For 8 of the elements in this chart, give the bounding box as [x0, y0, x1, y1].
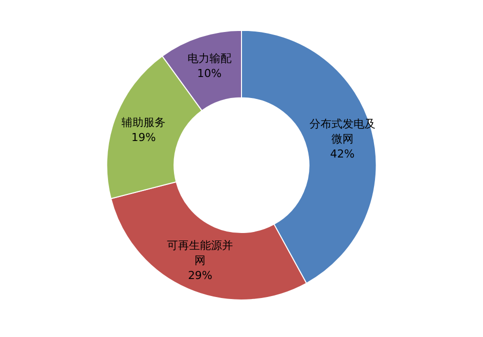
data-label: 42% [330, 148, 355, 161]
data-label: 10% [197, 67, 222, 80]
data-label: 29% [188, 269, 212, 282]
slice-label: 分布式发电及微网 [309, 118, 376, 146]
data-label: 19% [131, 130, 156, 144]
slice-label: 电力输配 [187, 52, 232, 66]
slice-label: 辅助服务 [122, 116, 166, 129]
slice-label: 可再生能源并网 [167, 239, 234, 268]
